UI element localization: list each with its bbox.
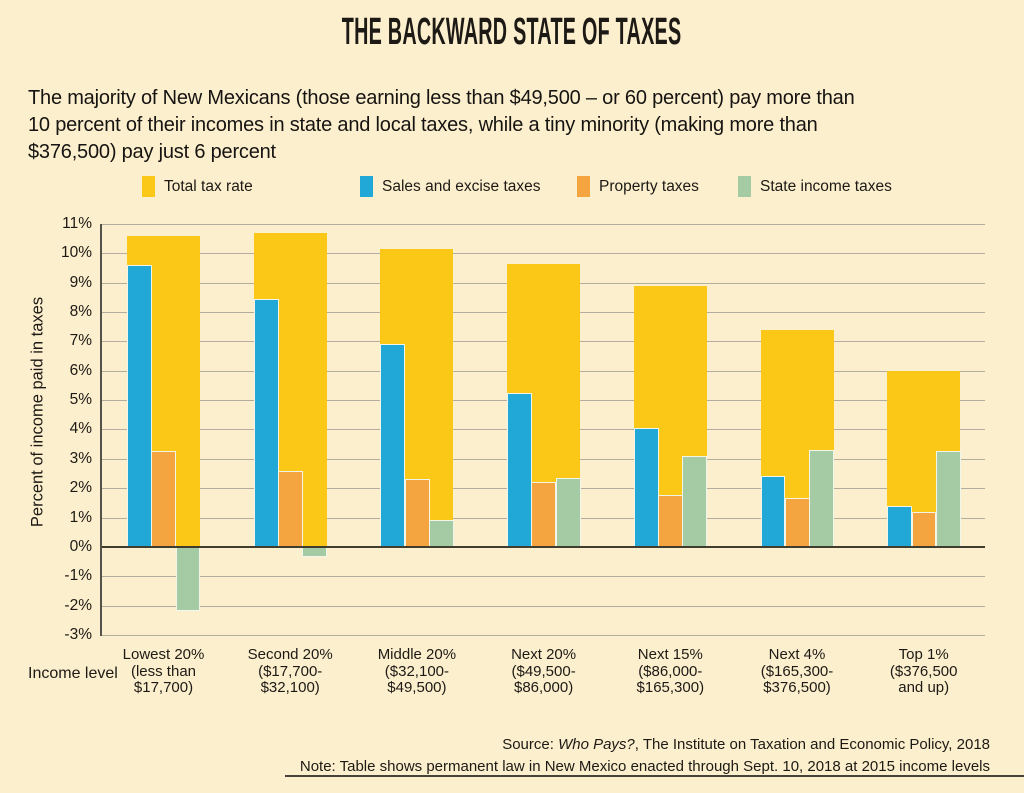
x-axis-label-line: Second 20% <box>247 646 333 663</box>
x-axis-label: Next 4% ($165,300- $376,500) <box>732 646 862 697</box>
y-tick-label: -3% <box>64 625 92 643</box>
bar-income <box>555 477 581 547</box>
x-axis-label: Middle 20% ($32,100- $49,500) <box>352 646 482 697</box>
y-tick-label: -2% <box>64 596 92 614</box>
gridline <box>102 576 985 578</box>
y-tick-label: 9% <box>69 273 92 291</box>
bar-property <box>911 511 937 547</box>
footer: Source: Who Pays?, The Institute on Taxa… <box>300 734 990 778</box>
note-line: Note: Table shows permanent law in New M… <box>299 758 990 775</box>
y-tick-label: 11% <box>62 215 92 232</box>
chart-title: THE BACKWARD STATE OF TAXES <box>342 11 682 53</box>
x-axis-label-line: Next 20% <box>511 646 577 663</box>
x-axis-label-line: ($17,700- <box>258 662 323 680</box>
x-axis-label-line: Next 4% <box>768 646 826 663</box>
y-tick-label: 0% <box>69 537 92 555</box>
x-axis-label-line: $49,500) <box>387 679 447 696</box>
bar-sales-excise <box>380 344 406 547</box>
legend-label-total: Total tax rate <box>164 177 253 195</box>
y-tick-label: 6% <box>69 361 92 379</box>
y-tick-label: 8% <box>69 303 92 321</box>
x-axis-label-line: ($165,300- <box>760 662 834 680</box>
legend-label-property: Property taxes <box>599 177 699 195</box>
bar-income <box>682 455 708 547</box>
bar-income <box>429 520 454 547</box>
bar-sales-excise <box>253 298 279 547</box>
x-axis-label: Second 20% ($17,700- $32,100) <box>225 646 355 697</box>
bar-income <box>302 546 328 558</box>
legend-item-property: Property taxes <box>577 176 699 197</box>
x-axis-label: Next 20% ($49,500- $86,000) <box>479 646 609 697</box>
bar-income <box>935 451 961 547</box>
x-axis-label-line: (less than <box>130 662 197 680</box>
property-tax-swatch-icon <box>577 176 590 197</box>
legend-item-sales: Sales and excise taxes <box>360 176 541 197</box>
y-tick-label: 1% <box>69 508 92 526</box>
y-tick-label: 10% <box>60 244 92 262</box>
legend-label-income: State income taxes <box>760 177 892 195</box>
y-tick-label: 4% <box>69 420 92 438</box>
x-axis-label-line: Top 1% <box>898 646 949 663</box>
x-axis-label: Top 1% ($376,500 and up) <box>859 646 989 697</box>
x-axis-label-line: $165,300) <box>636 679 705 696</box>
y-tick-label: 7% <box>69 332 92 350</box>
legend-item-total: Total tax rate <box>142 176 253 197</box>
chart-subtitle: The majority of New Mexicans (those earn… <box>28 85 855 166</box>
source-line: Source: Who Pays?, The Institute on Taxa… <box>502 736 990 753</box>
x-axis-label-line: and up) <box>898 679 950 696</box>
x-axis-title: Income level <box>28 665 118 682</box>
x-axis-label-line: $376,500) <box>763 679 831 696</box>
x-axis-labels: Lowest 20% (less than $17,700) Second 20% ($… <box>0 646 1024 703</box>
x-axis-label-line: Next 15% <box>637 646 703 663</box>
bar-property <box>531 482 557 547</box>
bar-sales-excise <box>887 505 913 547</box>
legend: Total tax rate Sales and excise taxes Pr… <box>0 176 1024 200</box>
y-tick-label: -1% <box>64 567 92 585</box>
bar-property <box>784 498 810 547</box>
x-axis-label-line: ($376,500 <box>889 662 958 680</box>
x-axis-label-line: Lowest 20% <box>122 646 205 663</box>
bar-sales-excise <box>633 427 659 547</box>
legend-item-income: State income taxes <box>738 176 892 197</box>
bar-sales-excise <box>127 265 152 547</box>
x-axis-label: Next 15% ($86,000- $165,300) <box>605 646 735 697</box>
x-axis-label-line: $32,100) <box>260 679 320 696</box>
x-axis-label-line: ($86,000- <box>638 662 703 680</box>
legend-label-sales: Sales and excise taxes <box>382 177 541 195</box>
total-tax-swatch-icon <box>142 176 155 197</box>
y-tick-label: 5% <box>69 391 92 409</box>
gridline <box>102 224 985 225</box>
bar-property <box>658 495 683 547</box>
bar-income <box>175 546 201 612</box>
title-row: THE BACKWARD STATE OF TAXES <box>0 12 1024 52</box>
bar-sales-excise <box>507 392 532 547</box>
x-axis-label-line: $86,000) <box>513 679 574 696</box>
subtitle-line-1: The majority of New Mexicans (those earn… <box>28 87 855 109</box>
plot-area: 11% 10% 9% 8% 7% 6% 5% 4% 3% 2% 1% 0% -1% -2% -3% <box>61 215 985 643</box>
bar-property <box>404 479 430 547</box>
gridline <box>102 634 985 636</box>
bar-property <box>278 470 303 547</box>
x-axis-label-line: Middle 20% <box>377 646 457 663</box>
y-tick-label: 3% <box>69 449 92 467</box>
bottom-rule <box>285 775 1024 777</box>
gridline <box>102 253 985 255</box>
subtitle-line-3: $376,500) pay just 6 percent <box>28 141 276 163</box>
x-axis-label-line: $17,700) <box>133 679 194 696</box>
sales-tax-swatch-icon <box>360 176 373 197</box>
x-axis-label: Lowest 20% (less than $17,700) <box>99 646 229 697</box>
x-axis-label-line: ($32,100- <box>384 662 449 680</box>
income-tax-swatch-icon <box>738 176 751 197</box>
zero-gridline <box>102 545 985 549</box>
gridline <box>102 605 985 607</box>
bar-income <box>809 449 834 547</box>
x-axis-label-line: ($49,500- <box>511 662 576 680</box>
y-tick-label: 2% <box>69 479 92 497</box>
subtitle-line-2: 10 percent of their incomes in state and… <box>28 114 818 136</box>
bar-property <box>151 451 177 547</box>
bar-sales-excise <box>760 476 786 547</box>
y-axis-line <box>100 224 102 636</box>
